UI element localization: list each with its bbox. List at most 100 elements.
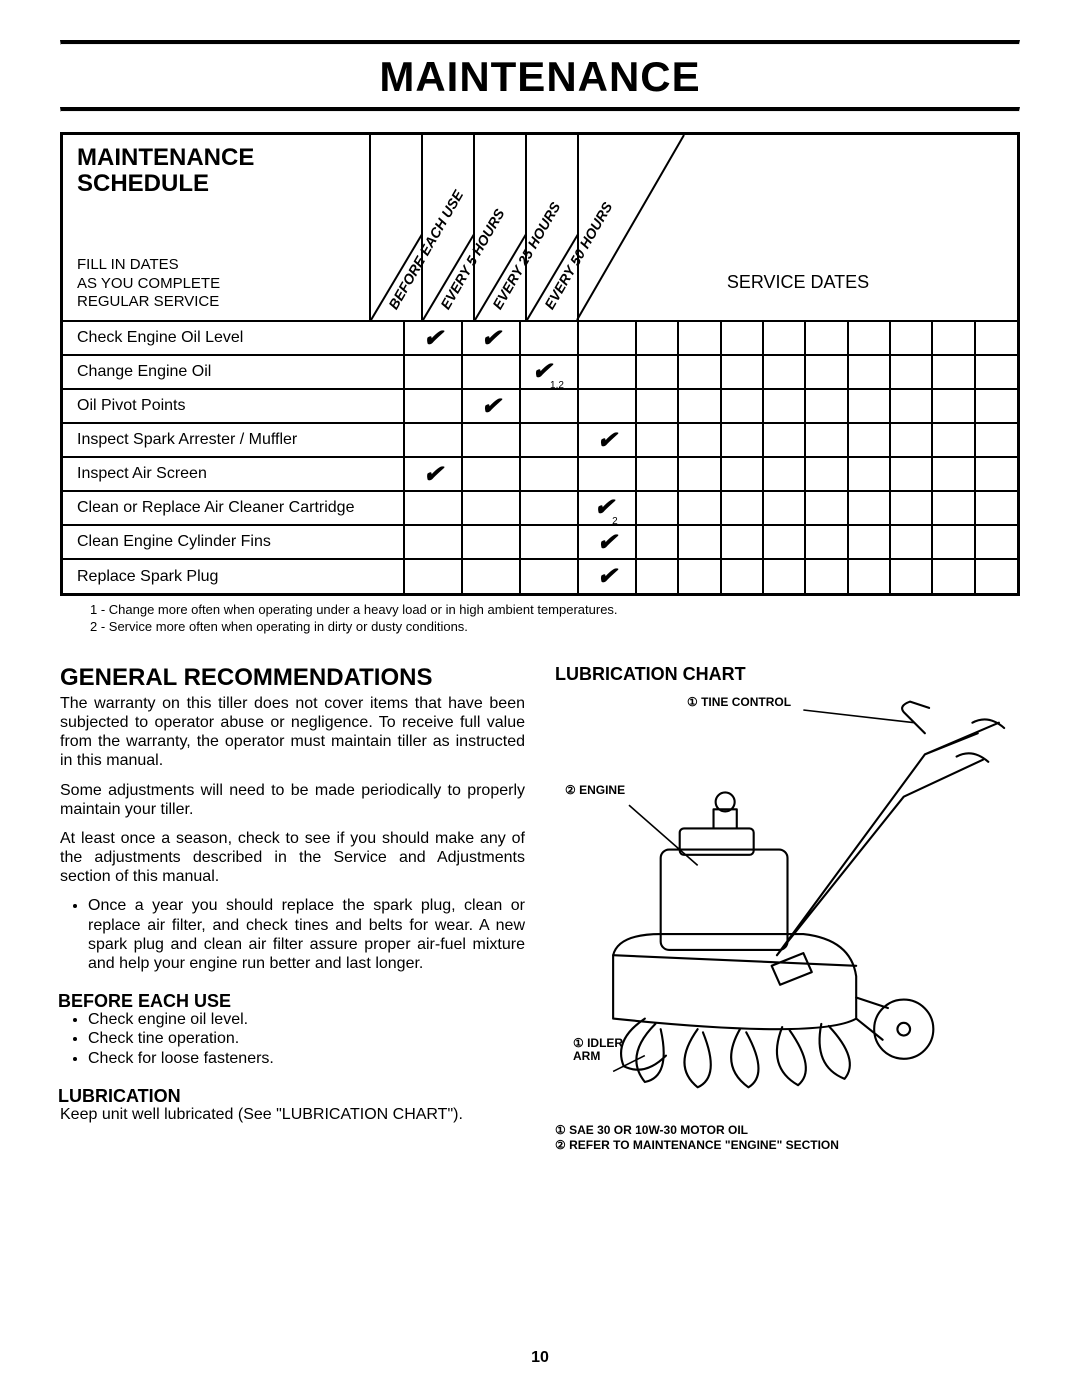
service-date-cell[interactable]	[848, 355, 890, 389]
service-date-cell[interactable]	[636, 423, 678, 457]
service-date-cell[interactable]	[721, 321, 763, 355]
service-date-cell[interactable]	[763, 491, 805, 525]
label-idler-l2: ARM	[573, 1049, 600, 1063]
service-date-cell[interactable]	[678, 457, 720, 491]
service-date-cell[interactable]	[975, 525, 1017, 559]
interval-header: EVERY 50 HOURS	[525, 135, 577, 320]
service-date-cell[interactable]	[678, 491, 720, 525]
lubrication-p: Keep unit well lubricated (See "LUBRICAT…	[60, 1105, 525, 1124]
service-date-cell[interactable]	[975, 355, 1017, 389]
service-date-cell[interactable]	[805, 321, 847, 355]
service-date-cell[interactable]	[848, 321, 890, 355]
service-date-cell[interactable]	[636, 525, 678, 559]
service-date-cell[interactable]	[763, 457, 805, 491]
service-date-cell[interactable]	[678, 321, 720, 355]
general-p1: The warranty on this tiller does not cov…	[60, 694, 525, 771]
service-date-cell[interactable]	[890, 389, 932, 423]
service-date-cell[interactable]	[636, 559, 678, 593]
check-cell	[462, 355, 520, 389]
service-date-cell[interactable]	[678, 525, 720, 559]
service-date-cell[interactable]	[975, 457, 1017, 491]
service-date-cell[interactable]	[932, 525, 974, 559]
schedule-sub-l3: REGULAR SERVICE	[77, 293, 219, 310]
service-date-cell[interactable]	[678, 389, 720, 423]
service-date-cell[interactable]	[721, 559, 763, 593]
service-date-cell[interactable]	[763, 321, 805, 355]
service-date-cell[interactable]	[848, 457, 890, 491]
service-date-cell[interactable]	[890, 491, 932, 525]
schedule-row: Check Engine Oil Level✔✔	[63, 321, 1017, 355]
check-cell: ✔	[578, 423, 636, 457]
service-date-cell[interactable]	[805, 491, 847, 525]
task-label: Change Engine Oil	[63, 355, 404, 389]
service-date-cell[interactable]	[848, 559, 890, 593]
task-label: Inspect Spark Arrester / Muffler	[63, 423, 404, 457]
service-date-cell[interactable]	[721, 355, 763, 389]
service-date-cell[interactable]	[805, 457, 847, 491]
lubrication-chart-footnotes: ① SAE 30 OR 10W-30 MOTOR OIL ② REFER TO …	[555, 1123, 1020, 1154]
service-date-cell[interactable]	[636, 457, 678, 491]
two-column-body: GENERAL RECOMMENDATIONS The warranty on …	[60, 664, 1020, 1154]
service-date-cell[interactable]	[636, 491, 678, 525]
left-column: GENERAL RECOMMENDATIONS The warranty on …	[60, 664, 525, 1154]
lub-foot-1: ① SAE 30 OR 10W-30 MOTOR OIL	[555, 1123, 1020, 1139]
schedule-row: Inspect Air Screen✔	[63, 457, 1017, 491]
service-date-cell[interactable]	[890, 423, 932, 457]
service-date-cell[interactable]	[932, 355, 974, 389]
service-date-cell[interactable]	[636, 321, 678, 355]
service-date-cell[interactable]	[890, 355, 932, 389]
service-date-cell[interactable]	[932, 423, 974, 457]
service-date-cell[interactable]	[932, 457, 974, 491]
service-date-cell[interactable]	[890, 559, 932, 593]
lubrication-chart-heading: LUBRICATION CHART	[555, 664, 1020, 685]
check-cell	[404, 355, 462, 389]
service-date-cell[interactable]	[721, 389, 763, 423]
service-date-cell[interactable]	[975, 423, 1017, 457]
before-b1: Check engine oil level.	[88, 1010, 525, 1029]
service-date-cell[interactable]	[678, 423, 720, 457]
schedule-row: Clean Engine Cylinder Fins✔	[63, 525, 1017, 559]
service-date-cell[interactable]	[763, 355, 805, 389]
service-date-cell[interactable]	[763, 389, 805, 423]
service-date-cell[interactable]	[975, 321, 1017, 355]
service-date-cell[interactable]	[932, 389, 974, 423]
service-date-cell[interactable]	[805, 389, 847, 423]
service-date-cell[interactable]	[678, 355, 720, 389]
service-date-cell[interactable]	[848, 389, 890, 423]
service-date-cell[interactable]	[763, 525, 805, 559]
service-date-cell[interactable]	[721, 491, 763, 525]
service-date-cell[interactable]	[890, 321, 932, 355]
service-date-cell[interactable]	[848, 525, 890, 559]
check-cell	[462, 423, 520, 457]
service-date-cell[interactable]	[636, 355, 678, 389]
service-date-cell[interactable]	[932, 491, 974, 525]
service-date-cell[interactable]	[805, 525, 847, 559]
service-date-cell[interactable]	[932, 559, 974, 593]
service-date-cell[interactable]	[848, 423, 890, 457]
service-date-cell[interactable]	[805, 559, 847, 593]
service-date-cell[interactable]	[678, 559, 720, 593]
service-date-cell[interactable]	[975, 389, 1017, 423]
schedule-subtitle: FILL IN DATES AS YOU COMPLETE REGULAR SE…	[77, 256, 369, 312]
service-date-cell[interactable]	[763, 559, 805, 593]
check-cell	[520, 525, 578, 559]
service-date-cell[interactable]	[975, 559, 1017, 593]
service-date-cell[interactable]	[636, 389, 678, 423]
service-date-cell[interactable]	[890, 457, 932, 491]
schedule-row: Replace Spark Plug✔	[63, 559, 1017, 593]
service-date-cell[interactable]	[805, 423, 847, 457]
service-date-cell[interactable]	[763, 423, 805, 457]
interval-header: EVERY 5 HOURS	[421, 135, 473, 320]
service-date-cell[interactable]	[932, 321, 974, 355]
general-recommendations-heading: GENERAL RECOMMENDATIONS	[60, 664, 525, 692]
footnote-2: 2 - Service more often when operating in…	[90, 619, 1020, 636]
service-date-cell[interactable]	[975, 491, 1017, 525]
service-date-cell[interactable]	[721, 525, 763, 559]
service-date-cell[interactable]	[805, 355, 847, 389]
service-date-cell[interactable]	[721, 423, 763, 457]
service-date-cell[interactable]	[848, 491, 890, 525]
service-date-cell[interactable]	[890, 525, 932, 559]
service-date-cell[interactable]	[721, 457, 763, 491]
check-cell	[404, 491, 462, 525]
title-underline	[60, 107, 1020, 112]
